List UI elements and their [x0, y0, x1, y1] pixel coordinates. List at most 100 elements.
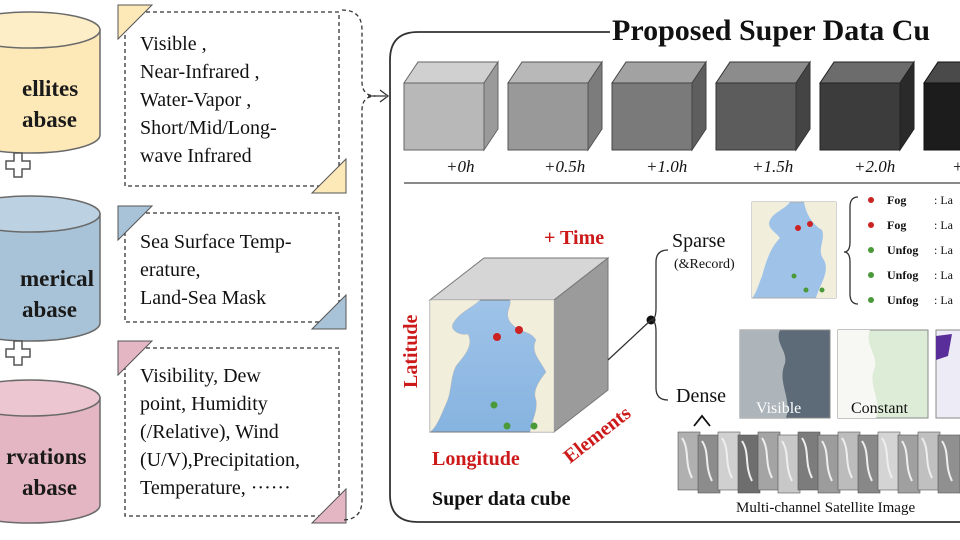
satellite-image-thumbnail — [877, 431, 901, 491]
database-stack: ellites abase merical abase rvations aba… — [0, 11, 101, 524]
satellite-images-caption: Multi-channel Satellite Image — [736, 500, 915, 516]
satellite-image-thumbnail — [797, 431, 821, 491]
record-value: : La — [934, 268, 954, 282]
time-cube — [507, 60, 603, 152]
plus-icon — [5, 152, 31, 178]
note-line: Visibility, Dew — [140, 365, 261, 387]
plus-icon — [5, 340, 31, 366]
cube-caption: Super data cube — [432, 488, 571, 510]
record-value: : La — [934, 218, 954, 232]
note-line: (/Relative), Wind — [140, 421, 279, 443]
satellite-notes: Visible , Near-Infrared , Water-Vapor , … — [140, 30, 277, 170]
fog-dot-icon — [868, 222, 874, 228]
cloud-streak — [921, 437, 933, 479]
fog-point — [515, 326, 523, 334]
latitude-axis-label: Latitude — [400, 315, 422, 388]
satellite-image-thumbnail — [837, 431, 861, 491]
time-cube — [611, 60, 707, 152]
super-data-cube — [428, 256, 610, 434]
super-data-cube-panel: Proposed Super Data Cu — [368, 14, 960, 523]
observation-notes: Visibility, Dew point, Humidity (/Relati… — [140, 362, 300, 502]
satellite-image-thumbnail — [777, 434, 801, 494]
cloud-streak — [681, 437, 693, 479]
channel-label: Visible — [756, 400, 801, 417]
cloud-streak — [741, 440, 753, 482]
numerical-db-line2: abase — [22, 297, 77, 322]
time-label: +0.5h — [544, 157, 585, 176]
record-label: Fog — [887, 218, 906, 232]
time-cube — [715, 60, 811, 152]
satellite-image-thumbnail — [817, 434, 841, 494]
record-label: Unfog — [887, 243, 918, 257]
record-value: : La — [934, 243, 954, 257]
time-cubes — [403, 60, 960, 152]
unfog-dot-icon — [868, 247, 874, 253]
cloud-streak — [701, 440, 713, 482]
note-line: (U/V),Precipitation, — [140, 449, 300, 471]
cloud-streak — [821, 440, 833, 482]
satellite-image-thumbnail — [677, 431, 701, 491]
note-box-frames — [117, 4, 377, 524]
time-label: +1.0h — [646, 157, 687, 176]
time-label: +2.0h — [854, 157, 895, 176]
unfog-dot-icon — [868, 272, 874, 278]
cloud-streak — [801, 437, 813, 479]
time-axis-label: + Time — [544, 227, 604, 249]
sparse-label: Sparse — [672, 230, 725, 252]
fog-point — [493, 333, 501, 341]
time-cube — [819, 60, 915, 152]
satellite-image-stack — [677, 431, 960, 494]
time-cube — [923, 61, 960, 151]
channel-label: Constant — [851, 400, 908, 417]
unfog-point — [490, 401, 498, 409]
record-label: Unfog — [887, 293, 918, 307]
time-label: +1.5h — [752, 157, 793, 176]
note-line: point, Humidity — [140, 393, 268, 415]
cloud-streak — [861, 440, 873, 482]
note-line: Near-Infrared , — [140, 61, 260, 83]
satellite-image-thumbnail — [857, 434, 881, 494]
chevron-up-icon — [693, 414, 711, 427]
cloud-streak — [721, 437, 733, 479]
record-list: Fog : La Fog : La Unfog : La Unfog : La … — [868, 193, 954, 307]
sparse-sublabel: (&Record) — [674, 257, 735, 272]
satellite-image-thumbnail — [717, 431, 741, 491]
longitude-axis-label: Longitude — [432, 448, 520, 470]
cloud-streak — [841, 437, 853, 479]
channel-thumbnails: Visible Constant — [739, 329, 960, 419]
note-line: Land-Sea Mask — [140, 287, 267, 309]
numerical-db-line1: merical — [20, 266, 94, 291]
note-line: Water-Vapor , — [140, 89, 252, 111]
note-line: Sea Surface Temp- — [140, 231, 292, 253]
note-line: erature, — [140, 259, 201, 281]
time-cube — [403, 60, 499, 152]
cloud-streak — [901, 440, 913, 482]
unfog-point — [530, 422, 538, 430]
panel-title: Proposed Super Data Cu — [612, 14, 930, 47]
record-label: Fog — [887, 193, 906, 207]
satellites-database: ellites abase — [0, 11, 101, 154]
satellites-db-line1: ellites — [22, 76, 78, 101]
note-line: Short/Mid/Long- — [140, 117, 277, 139]
cloud-streak — [941, 440, 953, 482]
record-label: Unfog — [887, 268, 918, 282]
record-value: : La — [934, 193, 954, 207]
satellites-db-line2: abase — [22, 107, 77, 132]
observations-db-line1: rvations — [6, 444, 87, 469]
satellite-image-thumbnail — [697, 434, 721, 494]
dense-label: Dense — [676, 385, 726, 407]
satellite-image-thumbnail — [757, 431, 781, 491]
unfog-dot-icon — [868, 297, 874, 303]
numerical-database: merical abase — [0, 195, 101, 342]
satellite-image-thumbnail — [917, 431, 941, 491]
unfog-point — [503, 422, 511, 430]
cloud-streak — [781, 440, 793, 482]
time-label: +0h — [446, 157, 474, 176]
note-line: Temperature, ······ — [140, 477, 291, 499]
sparse-map — [751, 201, 837, 299]
time-label: + — [952, 157, 960, 176]
cloud-streak — [881, 437, 893, 479]
observations-db-line2: abase — [22, 475, 77, 500]
satellite-image-thumbnail — [897, 434, 921, 494]
satellite-image-thumbnail — [737, 434, 761, 494]
